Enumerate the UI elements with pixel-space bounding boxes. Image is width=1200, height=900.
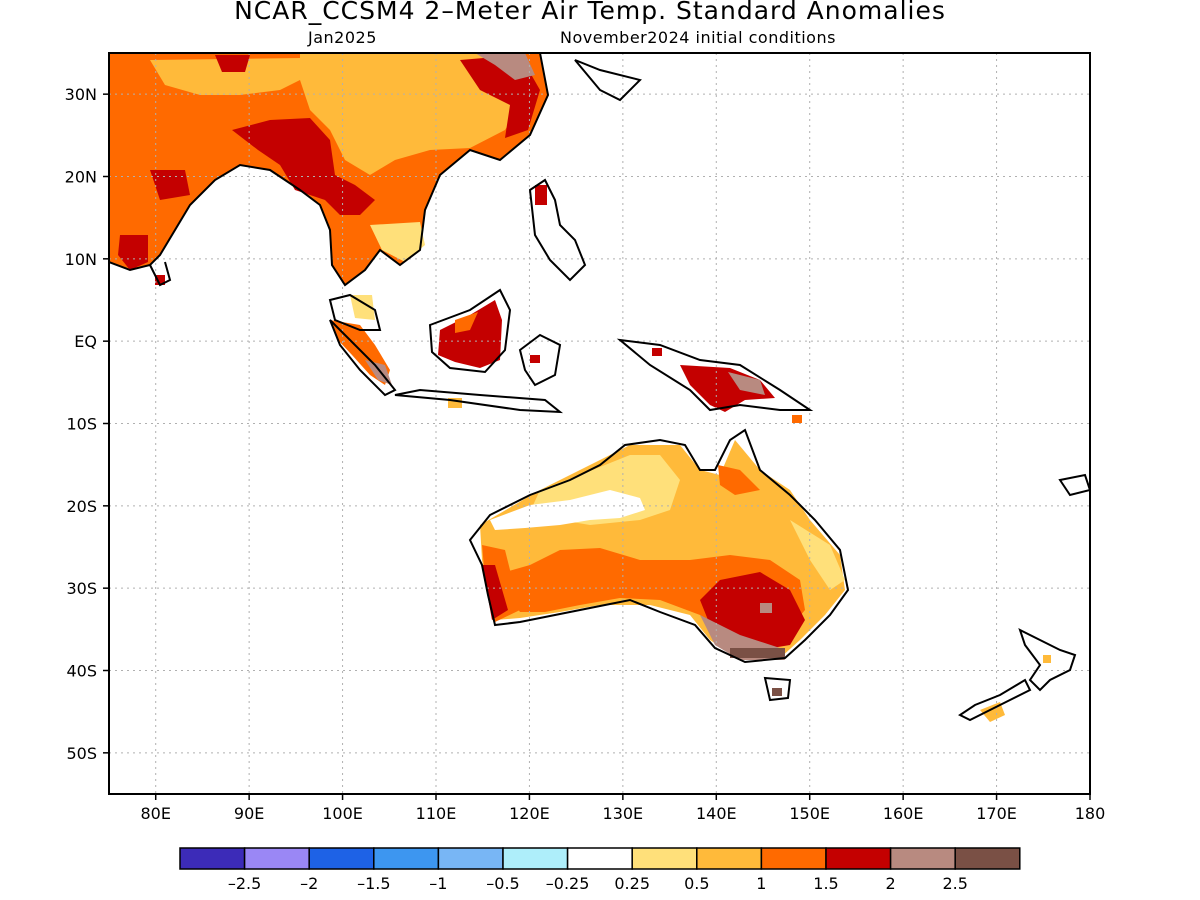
lat-tick-label: 20N [65, 168, 97, 187]
legend-label: 0.5 [684, 874, 709, 893]
lon-tick-label: 170E [976, 804, 1017, 823]
australia-east-yellow [790, 520, 845, 590]
color-legend [179, 847, 1021, 870]
legend-label: 1.5 [813, 874, 838, 893]
malaysia-patch [350, 295, 375, 320]
legend-swatch [760, 847, 827, 870]
borneo-red [438, 300, 502, 368]
coastlines [109, 53, 1090, 722]
australia-white-core [490, 490, 645, 530]
lon-tick-label: 180 [1075, 804, 1106, 823]
legend-swatch [566, 847, 633, 870]
lat-tick-label: EQ [74, 332, 97, 351]
lon-tick-label: 90E [234, 804, 264, 823]
legend-label: 2.5 [942, 874, 967, 893]
legend-label: –1 [429, 874, 447, 893]
new-guinea-brown [728, 372, 765, 395]
legend-label: 0.25 [614, 874, 650, 893]
lat-tick-label: 30N [65, 85, 97, 104]
longitude-labels: 80E 90E 100E 110E 120E 130E 140E 150E 160E 170E 18… [140, 794, 1105, 823]
legend-label: 1 [756, 874, 766, 893]
legend-label: –1.5 [357, 874, 390, 893]
lon-tick-label: 110E [416, 804, 457, 823]
legend-swatch [373, 847, 440, 870]
new-guinea-red [680, 365, 775, 412]
borneo-orange [455, 312, 478, 333]
init-conditions: November2024 initial conditions [560, 28, 836, 47]
legend-label: –0.5 [486, 874, 519, 893]
india-red [150, 170, 190, 200]
legend-swatch [243, 847, 310, 870]
lon-tick-label: 150E [789, 804, 830, 823]
legend-swatch [179, 847, 246, 870]
legend-swatch [954, 847, 1021, 870]
india-south-red [118, 235, 148, 270]
lon-tick-label: 160E [883, 804, 924, 823]
legend-swatch [437, 847, 504, 870]
gridlines [109, 53, 1090, 794]
lat-tick-label: 20S [66, 497, 97, 516]
lon-tick-label: 130E [603, 804, 644, 823]
lat-tick-label: 10N [65, 250, 97, 269]
map-title: NCAR_CCSM4 2–Meter Air Temp. Standard An… [234, 0, 946, 25]
australia-orange-north [718, 465, 760, 495]
myanmar-red [232, 118, 375, 215]
indochina-yellow [370, 222, 425, 262]
valid-month: Jan2025 [308, 28, 377, 47]
australia-west-red [482, 565, 508, 620]
legend-label: –0.25 [546, 874, 590, 893]
lon-tick-label: 100E [322, 804, 363, 823]
legend-swatch [889, 847, 956, 870]
lat-tick-label: 40S [66, 662, 97, 681]
latitude-labels: 30N 20N 10N EQ 10S 20S 30S 40S 50S [65, 85, 109, 763]
anomaly-shading [109, 53, 1051, 722]
legend-labels: –2.5 –2 –1.5 –1 –0.5 –0.25 0.25 0.5 1 1.5 2 2.5 [228, 874, 968, 893]
legend-swatch [696, 847, 763, 870]
legend-swatch [308, 847, 375, 870]
legend-label: 2 [886, 874, 896, 893]
lat-tick-label: 30S [66, 579, 97, 598]
legend-label: –2.5 [228, 874, 261, 893]
lat-tick-label: 10S [66, 415, 97, 434]
asia-warm-core [300, 53, 530, 175]
lon-tick-label: 140E [696, 804, 737, 823]
new-zealand-patch [980, 702, 1005, 722]
tibet-red [215, 55, 250, 72]
legend-swatch [502, 847, 569, 870]
legend-swatch [631, 847, 698, 870]
lon-tick-label: 120E [509, 804, 550, 823]
lon-tick-label: 80E [140, 804, 170, 823]
lat-tick-label: 50S [66, 744, 97, 763]
china-coast-brown [475, 53, 535, 80]
tibet-patch [150, 58, 310, 95]
legend-swatch [825, 847, 892, 870]
legend-label: –2 [300, 874, 318, 893]
